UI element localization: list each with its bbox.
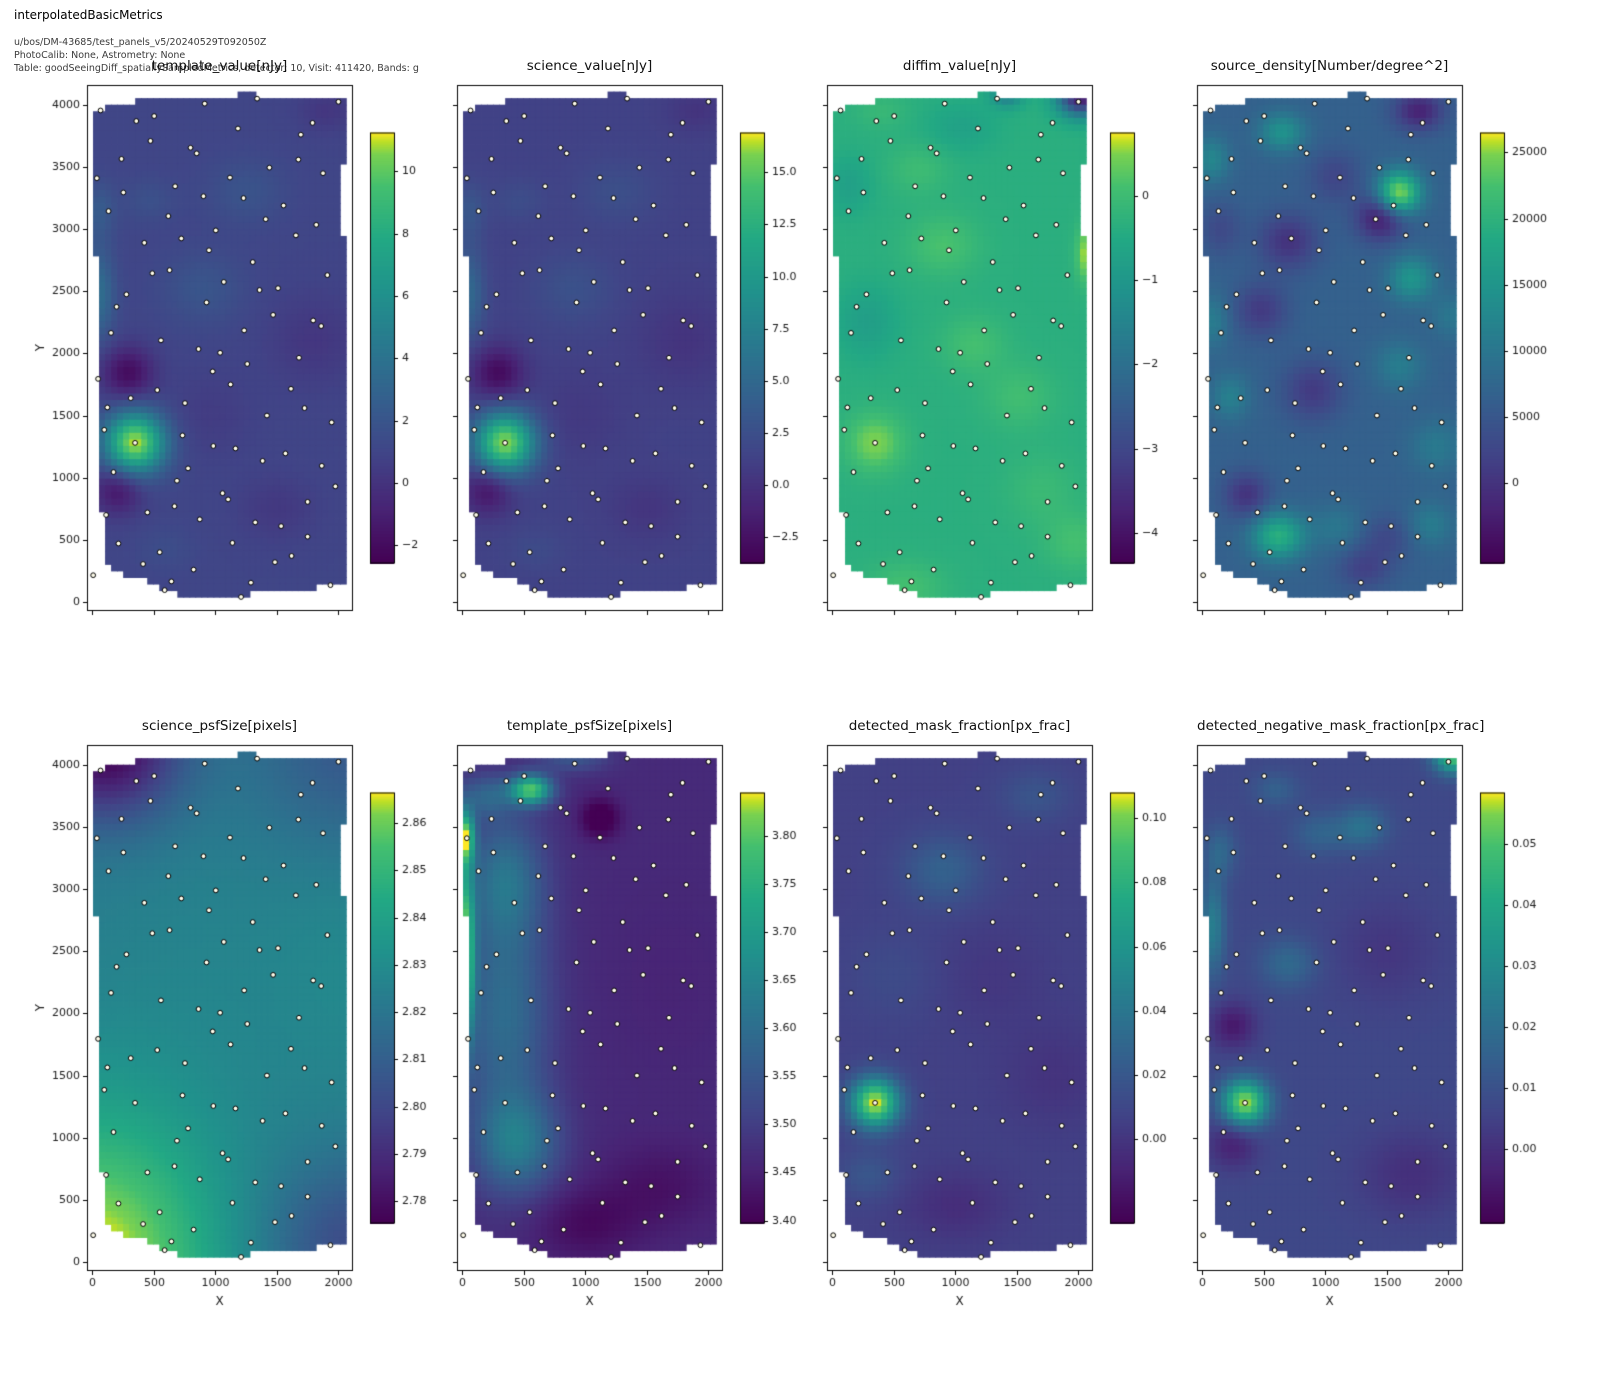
colorbar-science-psfsize xyxy=(352,745,444,1270)
heatmap-canvas-diffim-value xyxy=(769,77,1100,655)
panel-title-source-density: source_density[Number/degree^2] xyxy=(1210,58,1449,74)
panel-title-template-value: template_value[nJy] xyxy=(151,58,288,74)
heatmap-canvas-template-psfsize xyxy=(399,737,730,1315)
colorbar-detected-mask-fraction xyxy=(1092,745,1184,1270)
panel-title-template-psfsize: template_psfSize[pixels] xyxy=(506,718,673,734)
panel-title-science-value: science_value[nJy] xyxy=(526,58,653,74)
colorbar-diffim-value xyxy=(1092,85,1184,610)
panel-title-detected-mask-fraction: detected_mask_fraction[px_frac] xyxy=(848,718,1071,734)
heatmap-canvas-science-value xyxy=(399,77,730,655)
panel-title-detected-negative-mask-fraction: detected_negative_mask_fraction[px_frac] xyxy=(1197,718,1485,734)
colorbar-template-value xyxy=(352,85,444,610)
colorbar-detected-negative-mask-fraction xyxy=(1462,745,1554,1270)
header-collection-line: u/bos/DM-43685/test_panels_v5/20240529T0… xyxy=(14,37,267,48)
heatmap-canvas-template-value xyxy=(29,77,360,655)
heatmap-canvas-detected-negative-mask-fraction xyxy=(1139,737,1470,1315)
header-table-line: Table: goodSeeingDiff_spatiallySampledMe… xyxy=(14,63,419,74)
colorbar-source-density xyxy=(1462,85,1554,610)
header-calib-line: PhotoCalib: None, Astrometry: None xyxy=(14,50,186,61)
heatmap-canvas-detected-mask-fraction xyxy=(769,737,1100,1315)
panel-title-science-psfsize: science_psfSize[pixels] xyxy=(141,718,298,734)
panel-title-diffim-value: diffim_value[nJy] xyxy=(902,58,1017,74)
figure-title: interpolatedBasicMetrics xyxy=(14,8,163,22)
heatmap-canvas-source-density xyxy=(1139,77,1470,655)
figure-header: interpolatedBasicMetrics u/bos/DM-43685/… xyxy=(14,8,419,75)
colorbar-science-value xyxy=(722,85,814,610)
colorbar-template-psfsize xyxy=(722,745,814,1270)
heatmap-canvas-science-psfsize xyxy=(29,737,360,1315)
